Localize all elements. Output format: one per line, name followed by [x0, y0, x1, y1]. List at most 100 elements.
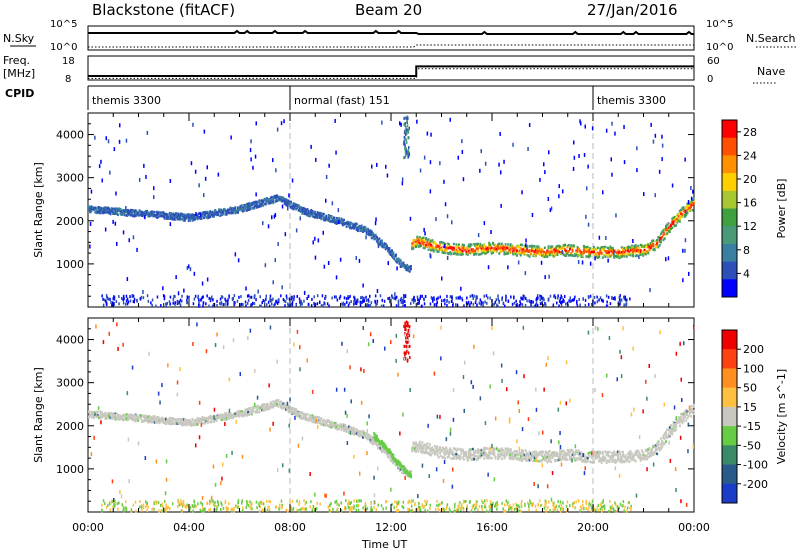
echo-cell	[269, 201, 272, 205]
echo-cell	[379, 448, 382, 451]
near-range-echo	[570, 299, 572, 303]
near-range-echo	[365, 295, 367, 299]
echo-cell	[560, 450, 563, 453]
echo-cell	[646, 244, 648, 248]
echo-cell	[209, 215, 212, 219]
scatter-echo	[528, 123, 531, 127]
echo-cell	[369, 437, 372, 440]
echo-cell	[240, 205, 243, 209]
echo-cell	[335, 425, 338, 428]
near-range-echo	[367, 303, 369, 307]
echo-cell	[418, 443, 421, 446]
echo-cell	[436, 250, 439, 253]
echo-cell	[598, 455, 601, 459]
echo-cell	[259, 406, 262, 410]
echo-cell	[124, 417, 127, 420]
nsearch-tick-top: 10^5	[706, 19, 733, 30]
near-range-echo	[554, 296, 557, 300]
near-range-echo	[475, 295, 477, 299]
echo-cell	[268, 406, 271, 409]
echo-cell	[569, 254, 571, 257]
scatter-echo	[449, 117, 451, 122]
echo-cell	[452, 447, 455, 450]
echo-cell	[479, 246, 482, 249]
echo-cell	[481, 246, 484, 250]
echo-cell	[596, 456, 599, 459]
echo-cell	[139, 414, 142, 417]
echo-cell	[580, 451, 583, 454]
near-range-echo	[206, 294, 208, 298]
echo-cell	[311, 214, 314, 218]
echo-cell	[401, 464, 404, 468]
echo-cell	[282, 402, 285, 405]
echo-cell	[165, 212, 167, 216]
echo-cell	[264, 198, 267, 201]
nsky-series	[88, 29, 694, 35]
scatter-echo	[145, 174, 147, 179]
echo-cell	[255, 204, 258, 208]
near-range-echo	[401, 299, 403, 302]
echo-cell	[595, 248, 598, 251]
echo-cell	[133, 213, 136, 216]
echo-cell	[398, 461, 401, 465]
echo-cell	[446, 252, 449, 255]
echo-cell	[383, 242, 386, 245]
echo-cell	[244, 204, 247, 208]
echo-cell	[340, 220, 343, 223]
scatter-echo	[264, 263, 267, 268]
echo-cell	[611, 458, 614, 462]
near-range-echo	[328, 304, 330, 308]
echo-cell	[327, 424, 330, 428]
near-range-echo	[553, 294, 555, 298]
echo-cell	[651, 241, 654, 245]
echo-cell	[374, 436, 377, 439]
near-range-echo	[402, 301, 404, 305]
echo-cell	[178, 216, 181, 219]
echo-cell	[464, 451, 467, 454]
echo-cell	[279, 199, 282, 202]
echo-cell	[657, 245, 660, 249]
echo-cell	[358, 434, 361, 438]
echo-cell	[192, 421, 195, 424]
near-range-echo	[124, 302, 127, 306]
near-range-echo	[220, 301, 223, 305]
high-range-echo	[403, 116, 405, 120]
echo-cell	[168, 422, 171, 425]
echo-cell	[100, 416, 103, 419]
near-range-echo	[209, 299, 212, 303]
echo-cell	[157, 416, 160, 419]
echo-cell	[254, 405, 257, 409]
scatter-echo	[377, 244, 380, 249]
echo-cell	[555, 252, 558, 256]
near-range-echo	[436, 300, 438, 304]
near-range-echo	[293, 295, 295, 299]
echo-cell	[120, 213, 123, 216]
echo-cell	[218, 208, 220, 211]
echo-cell	[189, 217, 191, 220]
echo-cell	[598, 255, 601, 259]
echo-cell	[516, 453, 518, 456]
echo-cell	[259, 405, 262, 408]
echo-cell	[528, 255, 531, 258]
echo-cell	[524, 453, 527, 456]
near-range-echo	[246, 294, 249, 298]
echo-cell	[277, 398, 280, 402]
echo-cell	[617, 251, 619, 254]
near-range-echo	[276, 301, 279, 305]
near-range-echo	[202, 301, 205, 305]
echo-cell	[125, 413, 128, 416]
echo-cell	[604, 245, 607, 249]
echo-cell	[277, 199, 280, 202]
echo-cell	[365, 432, 368, 436]
echo-cell	[498, 454, 501, 457]
scatter-echo	[94, 135, 96, 140]
echo-cell	[582, 247, 585, 250]
echo-cell	[605, 250, 608, 253]
echo-cell	[474, 244, 477, 248]
near-range-echo	[269, 297, 271, 300]
near-range-echo	[505, 298, 507, 302]
echo-cell	[335, 220, 338, 224]
echo-cell	[177, 421, 180, 425]
echo-cell	[589, 460, 592, 463]
echo-cell	[277, 196, 280, 199]
